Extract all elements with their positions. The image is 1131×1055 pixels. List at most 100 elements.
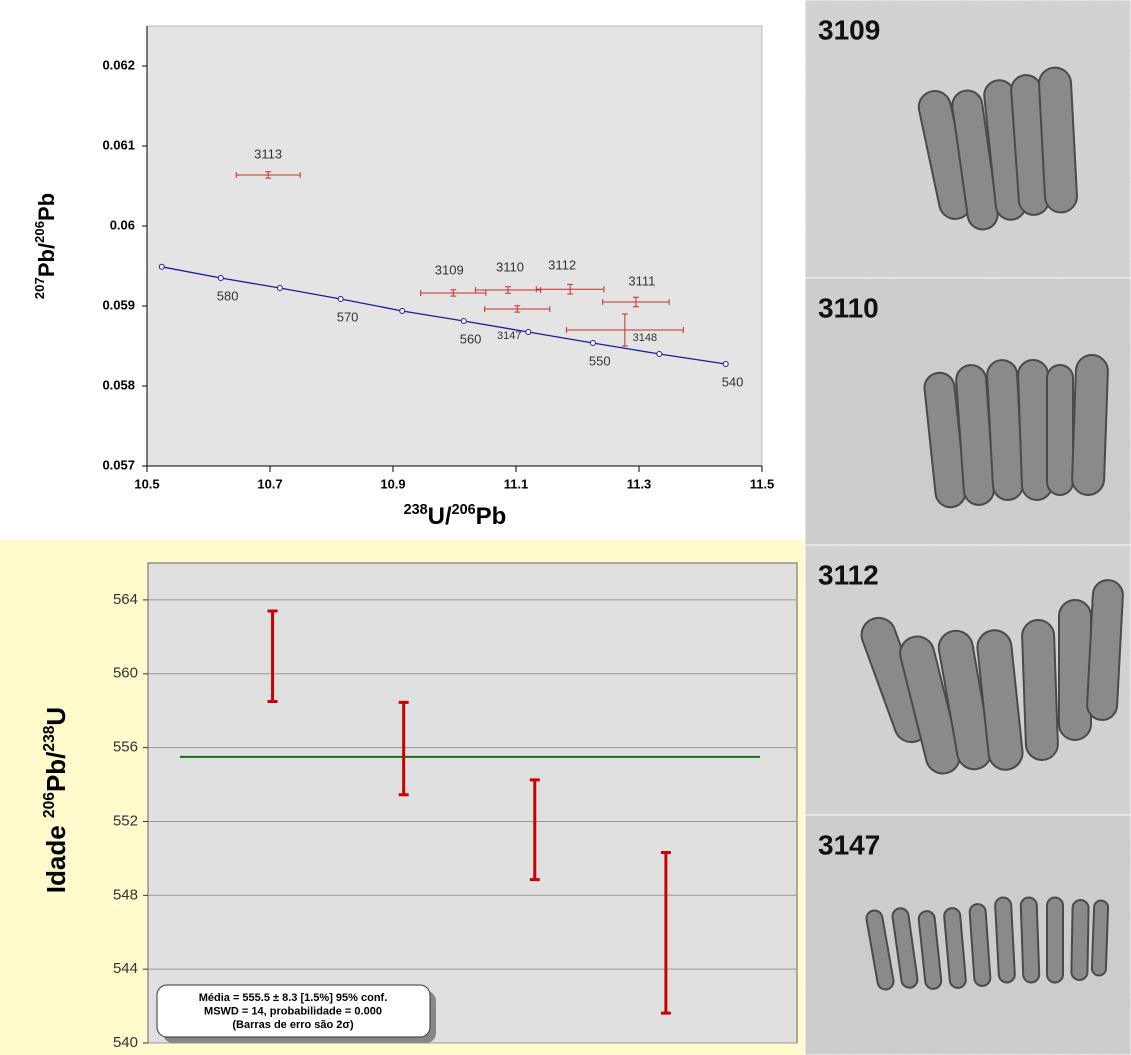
point-label: 3147 (497, 330, 521, 342)
crystal (865, 909, 895, 991)
crystal (891, 907, 919, 989)
crystal (1021, 619, 1059, 761)
y-error-bar (514, 305, 521, 313)
age-label: 560 (460, 331, 482, 346)
y-tick-label: 540 (113, 1034, 138, 1051)
error-bar (660, 850, 671, 1015)
x-tick-label: 10.5 (134, 476, 159, 491)
photo-label: 3112 (818, 559, 879, 590)
axis-title-part: U/ (428, 503, 452, 530)
age-label: 550 (589, 353, 611, 368)
age-marker (525, 329, 532, 335)
annotation-line: (Barras de erro são 2σ) (232, 1019, 354, 1031)
error-bar (398, 700, 409, 797)
y-error-bar (567, 283, 574, 295)
x-error-caps (602, 299, 670, 305)
age-marker (589, 339, 596, 346)
x-tick-label: 10.9 (380, 476, 405, 491)
photo-label: 3147 (818, 829, 880, 860)
x-tick-label: 11.3 (627, 476, 652, 491)
y-tick-label: 564 (113, 591, 138, 608)
axis-title-part: 206 (41, 792, 58, 818)
axis-title-part: 207 (32, 277, 47, 299)
annotation-box (156, 984, 431, 1038)
age-marker (656, 351, 663, 357)
axis-title-part: 206 (452, 502, 476, 518)
y-tick-label: 0.062 (102, 57, 135, 72)
axis-title-part: Pb (476, 503, 507, 530)
crystal (1038, 66, 1078, 214)
annotation-line: Média = 555.5 ± 8.3 [1.5%] 95% conf. (199, 992, 388, 1004)
crystal (1070, 899, 1090, 981)
y-error-bar (450, 289, 457, 297)
age-label: 580 (217, 288, 239, 303)
crystal (994, 896, 1016, 984)
axis-title-part: 238 (404, 502, 428, 518)
y-error-bar (621, 313, 628, 347)
age-marker (337, 295, 344, 302)
photo-label: 3109 (818, 14, 880, 45)
point-label: 3113 (254, 146, 282, 161)
crystal (1086, 579, 1124, 721)
axis-title-part: Pb/ (41, 752, 71, 792)
age-marker (217, 275, 224, 281)
point-label: 3148 (633, 332, 657, 344)
crystal (1071, 354, 1109, 496)
y-tick-label: 544 (113, 960, 138, 977)
error-bar (267, 609, 278, 703)
plot-area (147, 562, 798, 1044)
y-tick-label: 0.059 (102, 297, 135, 312)
axis-title-part: U (41, 707, 71, 726)
crystal (943, 907, 967, 989)
x-error-caps (565, 327, 684, 333)
crystal (917, 910, 943, 990)
x-error-caps (235, 171, 301, 178)
y-tick-label: 0.06 (110, 217, 135, 232)
crystal (1019, 896, 1041, 984)
crystal (1046, 364, 1074, 496)
axis-title: Idade 206Pb/238U (41, 707, 71, 893)
y-tick-label: 0.061 (102, 137, 135, 152)
age-marker (276, 285, 283, 291)
age-marker (460, 317, 467, 324)
annotation-line: MSWD = 14, probabilidade = 0.000 (204, 1005, 382, 1017)
x-error-caps (420, 289, 487, 296)
y-error-bar (265, 171, 272, 179)
error-bar (529, 778, 540, 882)
point-label: 3110 (496, 259, 524, 274)
crystal (968, 903, 992, 987)
age-marker (158, 263, 165, 270)
point-label: 3109 (435, 262, 464, 277)
plot-area (146, 25, 763, 467)
x-tick-label: 11.5 (750, 476, 775, 491)
age-label: 570 (337, 309, 359, 324)
point-label: 3112 (548, 258, 576, 273)
x-error-caps (474, 287, 542, 293)
photo-label: 3110 (818, 292, 879, 323)
axis-title: 238U/206Pb (404, 502, 507, 531)
x-error-caps (484, 305, 551, 312)
x-tick-label: 10.7 (257, 476, 282, 491)
axis-title-part: Idade (41, 818, 71, 893)
axis-title: 207Pb/206Pb (32, 193, 59, 299)
y-error-bar (632, 296, 639, 308)
age-marker (399, 307, 406, 314)
y-tick-label: 556 (113, 739, 138, 756)
concordia-curve (161, 266, 726, 365)
x-error-caps (535, 286, 605, 293)
y-error-bar (505, 286, 512, 294)
crystal (976, 629, 1024, 771)
crystal (1046, 896, 1064, 984)
y-tick-label: 0.058 (102, 377, 135, 392)
point-label: 3111 (628, 273, 655, 288)
crystal (899, 635, 961, 775)
y-tick-label: 548 (113, 886, 138, 903)
age-marker (722, 361, 729, 367)
age-label: 540 (722, 374, 744, 389)
axis-title-part: 238 (41, 725, 58, 751)
crystal (1058, 599, 1092, 741)
y-tick-label: 0.057 (102, 457, 135, 472)
axis-title-part: Pb/ (34, 243, 59, 277)
y-tick-label: 560 (113, 665, 138, 682)
